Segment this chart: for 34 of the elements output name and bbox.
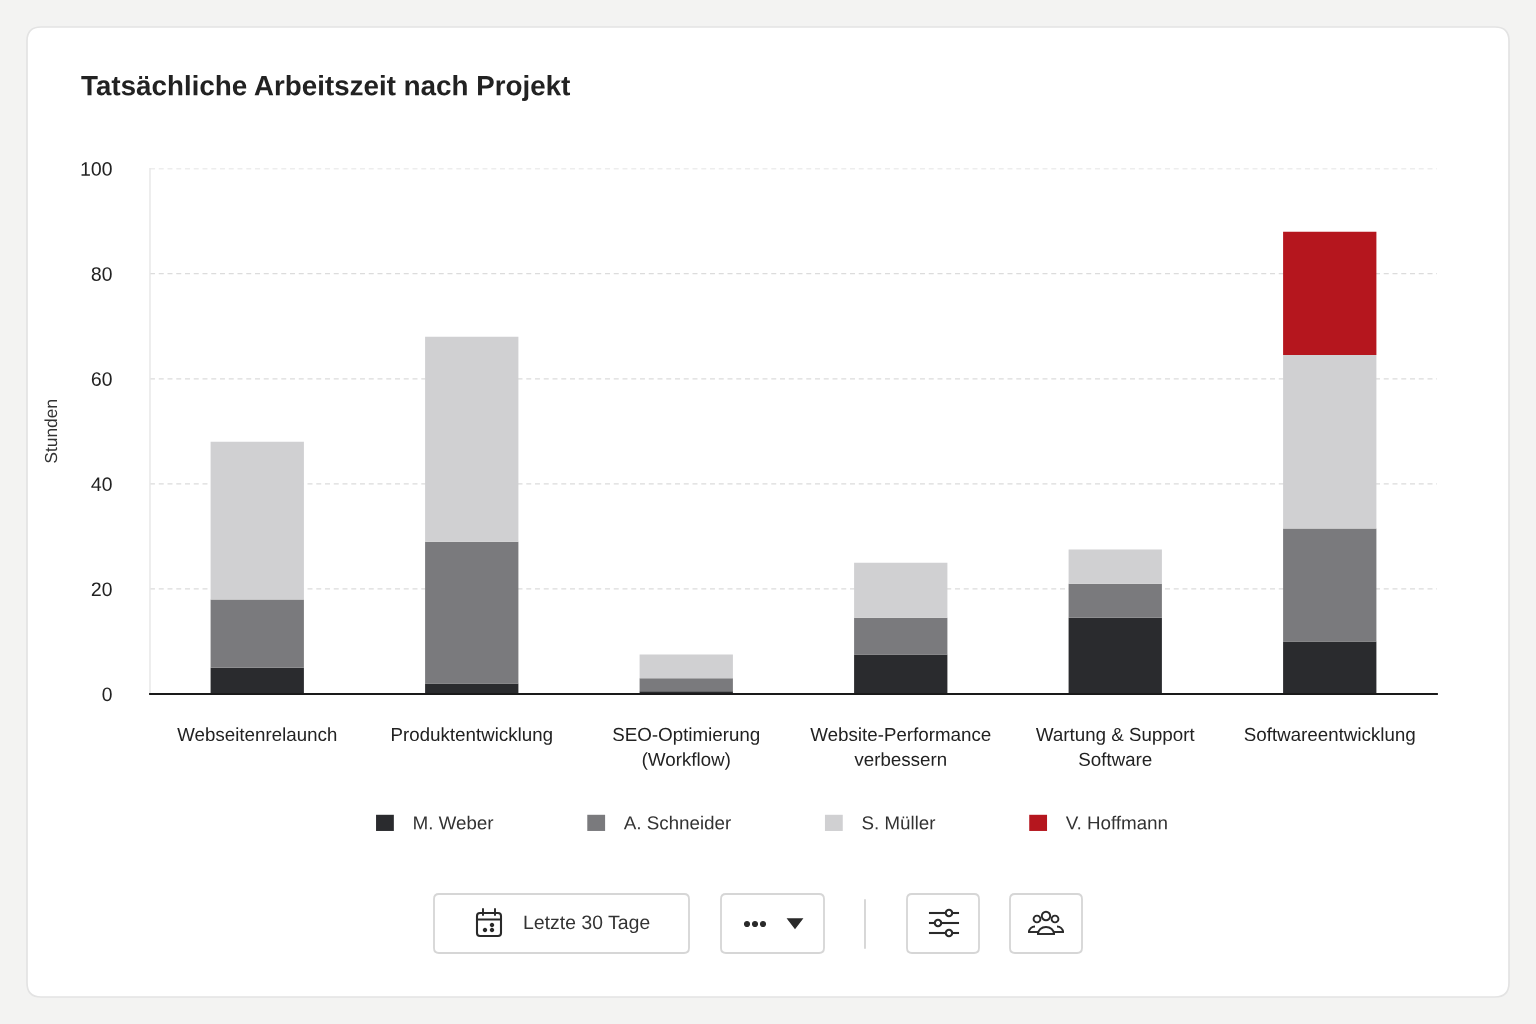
bar: [1283, 231, 1377, 356]
x-tick-label: Softwareentwicklung: [1244, 727, 1415, 745]
bar: [1068, 617, 1162, 694]
text: Letzte 30 Tage: [524, 915, 650, 934]
bar: [854, 617, 948, 655]
bar: [1068, 583, 1162, 618]
legend-label: M. Weber: [414, 815, 494, 830]
x-tick-label: SEO-Optimierung (Workflow): [613, 727, 760, 770]
y-tick-label: 0: [102, 687, 112, 702]
x-tick-label: Wartung & Support Software: [1035, 727, 1195, 767]
y-tick-label: 20: [91, 582, 112, 597]
bar: [1283, 528, 1377, 642]
bar: [854, 654, 948, 694]
bar: [210, 667, 304, 694]
y-tick-label: 60: [91, 372, 112, 386]
bar: [639, 678, 733, 692]
y-tick-label: 100: [81, 162, 112, 176]
legend-label: S. Müller: [862, 815, 936, 830]
x-tick-label: Webseitenrelaunch: [177, 727, 337, 742]
y-axis-title: Stunden: [44, 400, 58, 463]
y-tick-label: 80: [91, 267, 112, 281]
bar: [1068, 549, 1162, 584]
legend-label: V. Hoffmann: [1065, 815, 1167, 830]
x-tick-label: Website-Performance verbessern: [810, 727, 991, 767]
legend-label: A. Schneider: [623, 815, 731, 830]
bar: [425, 683, 519, 694]
chart-title: Tatsächliche Arbeitszeit nach Projekt: [81, 75, 571, 101]
y-tick-label: 40: [91, 477, 112, 492]
bar: [1283, 641, 1377, 694]
bar: [639, 654, 733, 679]
bar: [425, 541, 519, 684]
bar: [210, 599, 304, 668]
x-tick-label: Produktentwicklung: [392, 727, 552, 745]
bar: [1283, 355, 1377, 529]
